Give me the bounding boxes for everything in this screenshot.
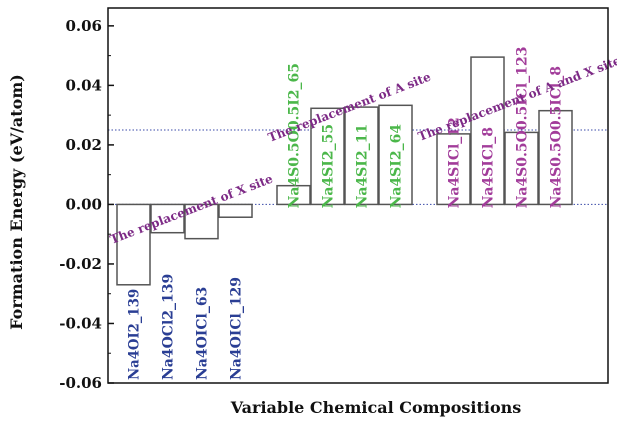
y-tick-label: -0.04 [59, 314, 102, 332]
bar [218, 203, 253, 218]
y-tick-label: 0.06 [65, 17, 102, 35]
plot-frame [107, 7, 609, 384]
bar-label: Na4SI2_11 [355, 124, 371, 209]
bar-label: Na4SI2_64 [389, 124, 405, 209]
bar [150, 203, 185, 234]
y-tick-label: -0.02 [59, 255, 102, 273]
bar-labels: Na4OI2_139 Na4OCl2_139 Na4OICl_63 Na4OICl_1… [127, 47, 565, 380]
bar [538, 109, 573, 206]
bar [116, 203, 151, 286]
y-tick-label: 0.04 [65, 76, 102, 94]
bar [470, 56, 505, 206]
bar [344, 106, 379, 206]
y-tick-label: 0.00 [65, 195, 102, 213]
y-axis-title: Formation Energy (eV/atom) [7, 74, 26, 330]
bar-label: Na4SICl_12 [447, 117, 463, 208]
bar [276, 184, 311, 206]
y-axis-ticks: 0.06 0.04 0.02 0.00 -0.02 -0.04 -0.06 [59, 17, 114, 392]
x-axis-title: Variable Chemical Compositions [230, 398, 522, 417]
y-tick-label: -0.06 [59, 374, 102, 392]
bar-label: Na4OI2_139 [127, 289, 143, 380]
bar-label: Na4SICl_8 [481, 127, 497, 208]
bar-label: Na4OICl_63 [195, 287, 211, 380]
y-tick-label: 0.02 [65, 136, 102, 154]
bars [116, 56, 573, 286]
bar [504, 131, 539, 206]
bar-label: Na4OCl2_139 [161, 274, 177, 380]
bar [310, 107, 345, 206]
bar-label: Na4OICl_129 [229, 277, 245, 380]
bar [184, 203, 219, 240]
bar-label: Na4S0.5O0.5ICl_123 [515, 47, 531, 209]
bar-label: Na4S0.5O0.5I2_65 [287, 63, 303, 208]
bar [378, 104, 413, 206]
bar-label: Na4S0.5O0.5ICl_8 [549, 66, 565, 208]
bar [436, 133, 471, 206]
bar-label: Na4SI2_55 [321, 124, 337, 209]
